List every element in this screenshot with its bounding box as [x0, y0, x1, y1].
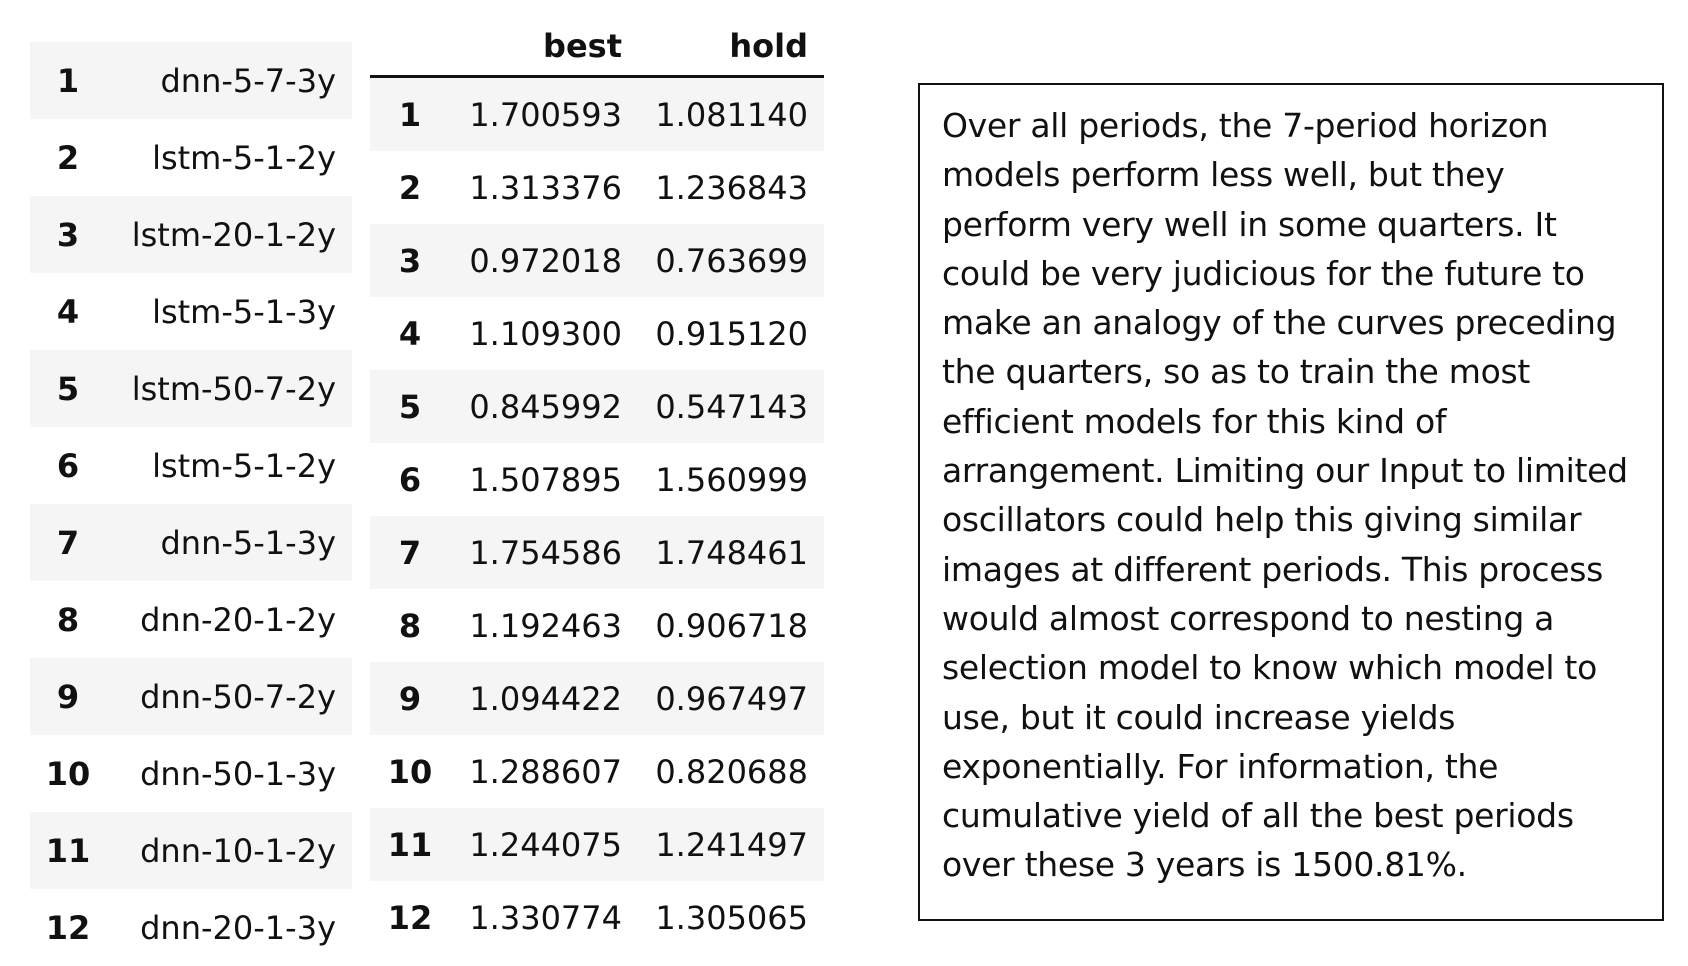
model-name: lstm-5-1-2y — [152, 138, 336, 177]
table-row: 1 1.700593 1.081140 — [370, 78, 824, 151]
model-name: dnn-5-7-3y — [160, 61, 336, 100]
row-index: 1 — [398, 95, 422, 134]
model-name: dnn-20-1-2y — [140, 600, 336, 639]
scores-table: best hold 1 1.700593 1.081140 2 1.313376 1.23… — [370, 0, 824, 954]
row-index: 8 — [56, 600, 80, 639]
table-row: 11 dnn-10-1-2y — [30, 812, 352, 889]
row-index: 4 — [398, 314, 422, 353]
table-row: 3 lstm-20-1-2y — [30, 196, 352, 273]
best-value: 1.507895 — [469, 460, 622, 499]
model-name: dnn-50-1-3y — [140, 754, 336, 793]
table-row: 8 1.192463 0.906718 — [370, 589, 824, 662]
models-table: 1 dnn-5-7-3y 2 lstm-5-1-2y 3 lstm-20-1-2y 4 lst… — [30, 42, 352, 966]
table-row: 4 1.109300 0.915120 — [370, 297, 824, 370]
model-name: dnn-5-1-3y — [160, 523, 336, 562]
row-index: 11 — [45, 831, 91, 870]
model-name: dnn-10-1-2y — [140, 831, 336, 870]
table-row: 12 dnn-20-1-3y — [30, 889, 352, 966]
row-index: 5 — [398, 387, 422, 426]
row-index: 2 — [398, 168, 422, 207]
hold-value: 1.560999 — [655, 460, 808, 499]
best-value: 1.288607 — [469, 752, 622, 791]
row-index: 9 — [56, 677, 80, 716]
table-row: 3 0.972018 0.763699 — [370, 224, 824, 297]
row-index: 2 — [56, 138, 80, 177]
best-value: 1.313376 — [469, 168, 622, 207]
row-index: 7 — [56, 523, 80, 562]
hold-value: 1.748461 — [655, 533, 808, 572]
row-index: 8 — [398, 606, 422, 645]
hold-value: 0.906718 — [655, 606, 808, 645]
row-index: 10 — [387, 752, 433, 791]
hold-value: 1.241497 — [655, 825, 808, 864]
row-index: 12 — [387, 898, 433, 937]
model-name: lstm-5-1-2y — [152, 446, 336, 485]
row-index: 1 — [56, 61, 80, 100]
hold-value: 0.967497 — [655, 679, 808, 718]
row-index: 11 — [387, 825, 433, 864]
row-index: 12 — [45, 908, 91, 947]
best-header: best — [543, 27, 622, 65]
scores-header: best hold — [370, 0, 824, 78]
row-index: 3 — [398, 241, 422, 280]
row-index: 5 — [56, 369, 80, 408]
table-row: 12 1.330774 1.305065 — [370, 881, 824, 954]
table-row: 11 1.244075 1.241497 — [370, 808, 824, 881]
best-value: 0.972018 — [469, 241, 622, 280]
row-index: 3 — [56, 215, 80, 254]
row-index: 6 — [56, 446, 80, 485]
table-row: 10 1.288607 0.820688 — [370, 735, 824, 808]
table-row: 6 1.507895 1.560999 — [370, 443, 824, 516]
hold-value: 0.820688 — [655, 752, 808, 791]
table-row: 9 dnn-50-7-2y — [30, 658, 352, 735]
table-row: 2 lstm-5-1-2y — [30, 119, 352, 196]
table-row: 9 1.094422 0.967497 — [370, 662, 824, 735]
commentary-text: Over all periods, the 7-period horizon m… — [942, 106, 1628, 885]
table-row: 7 1.754586 1.748461 — [370, 516, 824, 589]
row-index: 6 — [398, 460, 422, 499]
best-value: 1.094422 — [469, 679, 622, 718]
table-row: 10 dnn-50-1-3y — [30, 735, 352, 812]
table-row: 1 dnn-5-7-3y — [30, 42, 352, 119]
row-index: 9 — [398, 679, 422, 718]
hold-value: 1.081140 — [655, 95, 808, 134]
hold-header: hold — [729, 27, 808, 65]
model-name: lstm-50-7-2y — [131, 369, 336, 408]
table-row: 4 lstm-5-1-3y — [30, 273, 352, 350]
table-row: 5 0.845992 0.547143 — [370, 370, 824, 443]
best-value: 0.845992 — [469, 387, 622, 426]
row-index: 7 — [398, 533, 422, 572]
best-value: 1.330774 — [469, 898, 622, 937]
table-row: 5 lstm-50-7-2y — [30, 350, 352, 427]
hold-value: 0.763699 — [655, 241, 808, 280]
best-value: 1.109300 — [469, 314, 622, 353]
table-row: 6 lstm-5-1-2y — [30, 427, 352, 504]
best-value: 1.244075 — [469, 825, 622, 864]
best-value: 1.754586 — [469, 533, 622, 572]
hold-value: 1.305065 — [655, 898, 808, 937]
commentary-box: Over all periods, the 7-period horizon m… — [918, 83, 1664, 921]
model-name: dnn-50-7-2y — [140, 677, 336, 716]
best-value: 1.700593 — [469, 95, 622, 134]
model-name: dnn-20-1-3y — [140, 908, 336, 947]
hold-value: 1.236843 — [655, 168, 808, 207]
best-value: 1.192463 — [469, 606, 622, 645]
table-row: 7 dnn-5-1-3y — [30, 504, 352, 581]
table-row: 2 1.313376 1.236843 — [370, 151, 824, 224]
table-row: 8 dnn-20-1-2y — [30, 581, 352, 658]
model-name: lstm-5-1-3y — [152, 292, 336, 331]
row-index: 10 — [45, 754, 91, 793]
model-name: lstm-20-1-2y — [131, 215, 336, 254]
hold-value: 0.915120 — [655, 314, 808, 353]
row-index: 4 — [56, 292, 80, 331]
hold-value: 0.547143 — [655, 387, 808, 426]
